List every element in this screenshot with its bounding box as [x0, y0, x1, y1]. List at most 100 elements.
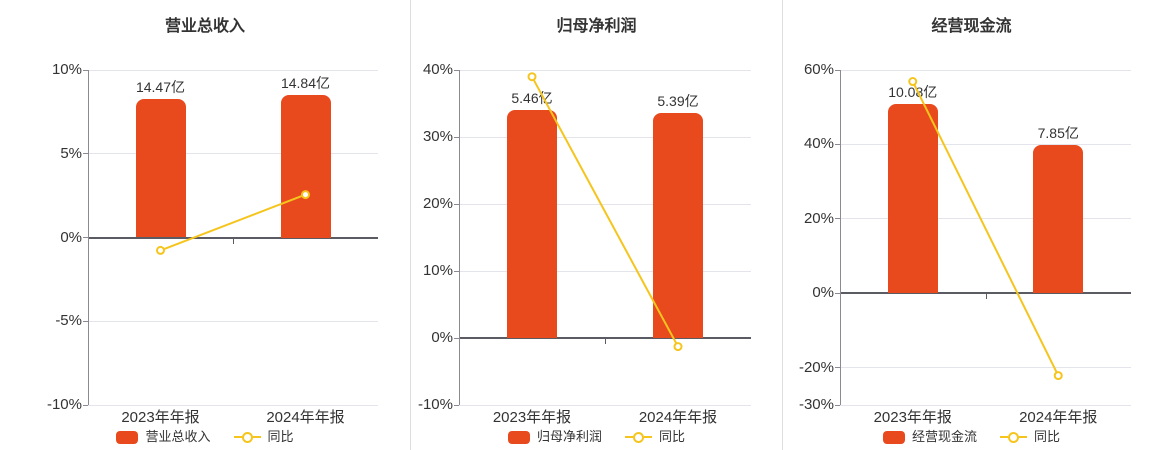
legend: 归母净利润 同比 — [411, 428, 782, 446]
yoy-line-chart — [527, 72, 683, 352]
bar-legend-label[interactable]: 归母净利润 — [536, 429, 602, 444]
zero-axis-line — [459, 337, 751, 339]
zero-axis-line — [840, 292, 1131, 295]
yoy-point-marker[interactable] — [908, 77, 918, 87]
chart-panel-operating-revenue: 营业总收入 10% 5% 0% -5% -10% 14.47亿 14.84亿 2023年年报… — [0, 0, 410, 450]
bar-2024年年报[interactable] — [280, 95, 331, 238]
bar-2023年年报[interactable] — [135, 98, 186, 238]
y-axis-tick — [83, 69, 88, 71]
x-axis-label: 2023年年报 — [873, 409, 952, 426]
x-axis-label: 2023年年报 — [121, 409, 200, 426]
legend-dash-icon — [233, 436, 242, 438]
y-axis-label: -5% — [55, 312, 82, 330]
y-axis-tick — [83, 153, 88, 155]
bar-2023年年报[interactable] — [887, 103, 938, 294]
gridline — [459, 404, 751, 406]
y-axis-line — [459, 70, 460, 405]
gridline — [840, 404, 1131, 406]
y-axis-label: 0% — [431, 329, 453, 346]
x-axis-tick — [985, 294, 987, 300]
bar-value-label: 7.85亿 — [1037, 125, 1079, 142]
gridline — [88, 404, 378, 406]
y-axis-tick — [454, 270, 459, 272]
y-axis-label: 30% — [422, 128, 453, 145]
legend: 营业总收入 同比 — [0, 428, 410, 446]
y-axis-tick — [454, 203, 459, 205]
y-axis-label: -30% — [798, 396, 834, 413]
plot-area: 60% 40% 20% 0% -20% -30% 10.08亿 7.85亿 — [799, 61, 1131, 413]
y-axis-tick — [83, 320, 88, 322]
gridline — [459, 136, 751, 138]
line-legend-marker[interactable] — [233, 431, 261, 443]
gridline — [88, 153, 378, 155]
y-axis-label: 0% — [60, 228, 82, 246]
y-axis-line — [840, 70, 841, 405]
x-axis-tick — [605, 339, 606, 344]
y-axis-label: 5% — [60, 144, 82, 162]
y-axis-tick — [835, 367, 840, 369]
bar-legend-swatch[interactable] — [507, 430, 530, 444]
bar-value-label: 10.08亿 — [888, 83, 938, 100]
gridline — [840, 218, 1131, 220]
y-axis-tick — [454, 69, 459, 71]
chart-title: 归母净利润 — [556, 18, 637, 35]
y-axis-tick — [835, 218, 840, 220]
line-legend-label[interactable]: 同比 — [267, 429, 294, 444]
line-legend-label[interactable]: 同比 — [659, 429, 686, 444]
legend-circle-icon — [1008, 431, 1019, 443]
legend-dash-icon — [625, 436, 633, 438]
y-axis-tick — [454, 404, 459, 406]
y-axis-line — [88, 70, 89, 405]
yoy-point-marker[interactable] — [1053, 371, 1063, 381]
bar-2024年年报[interactable] — [653, 113, 703, 338]
bar-value-label: 5.39亿 — [657, 93, 699, 110]
legend-dash-icon — [1000, 436, 1008, 438]
yoy-point-marker[interactable] — [527, 72, 537, 82]
x-axis-tick — [233, 238, 234, 244]
y-axis-label: -10% — [46, 396, 82, 413]
y-axis-tick — [454, 337, 459, 339]
zero-axis-line — [88, 236, 378, 239]
chart-panel-operating-cash-flow: 经营现金流 60% 40% 20% 0% -20% -30% 10.08亿 7.85亿 202… — [782, 0, 1160, 450]
legend-dash-icon — [252, 436, 261, 438]
chart-title: 营业总收入 — [164, 18, 245, 35]
line-legend-marker[interactable] — [1000, 431, 1027, 443]
gridline — [459, 203, 751, 205]
y-axis-tick — [454, 136, 459, 138]
yoy-point-marker[interactable] — [673, 342, 683, 352]
bar-2023年年报[interactable] — [507, 110, 557, 338]
yoy-line-chart — [156, 190, 310, 255]
legend: 经营现金流 同比 — [783, 428, 1160, 446]
y-axis-label: -20% — [798, 358, 834, 376]
bar-value-label: 14.84亿 — [280, 75, 331, 92]
chart-panel-net-profit: 归母净利润 40% 30% 20% 10% 0% -10% 5.46亿 5.39亿 2023年… — [410, 0, 782, 450]
x-axis-label: 2023年年报 — [492, 409, 572, 426]
line-legend-marker[interactable] — [625, 431, 652, 443]
gridline — [840, 367, 1131, 369]
bar-legend-swatch[interactable] — [882, 430, 905, 444]
gridline — [840, 143, 1131, 145]
x-axis-label: 2024年年报 — [638, 409, 718, 426]
yoy-line-chart — [908, 77, 1063, 381]
bar-legend-swatch[interactable] — [116, 430, 139, 444]
y-axis-tick — [835, 69, 840, 71]
yoy-point-marker[interactable] — [301, 190, 310, 200]
plot-area: 10% 5% 0% -5% -10% 14.47亿 14.84亿 — [47, 61, 378, 413]
bar-2024年年报[interactable] — [1033, 145, 1084, 294]
y-axis-tick — [83, 237, 88, 238]
gridline — [88, 69, 378, 71]
y-axis-label: 60% — [803, 61, 834, 78]
x-axis: 2023年年报 2024年年报 — [0, 408, 410, 428]
legend-circle-icon — [241, 431, 253, 443]
yoy-line — [531, 76, 679, 348]
yoy-line — [160, 193, 306, 252]
yoy-point-marker[interactable] — [156, 245, 165, 255]
y-axis-label: -10% — [417, 396, 453, 413]
x-axis-label: 2024年年报 — [1019, 409, 1098, 426]
y-axis-tick — [835, 143, 840, 145]
line-legend-label[interactable]: 同比 — [1034, 429, 1061, 444]
bar-legend-label[interactable]: 经营现金流 — [911, 429, 977, 444]
y-axis-label: 40% — [803, 135, 834, 153]
bar-legend-label[interactable]: 营业总收入 — [145, 429, 211, 444]
